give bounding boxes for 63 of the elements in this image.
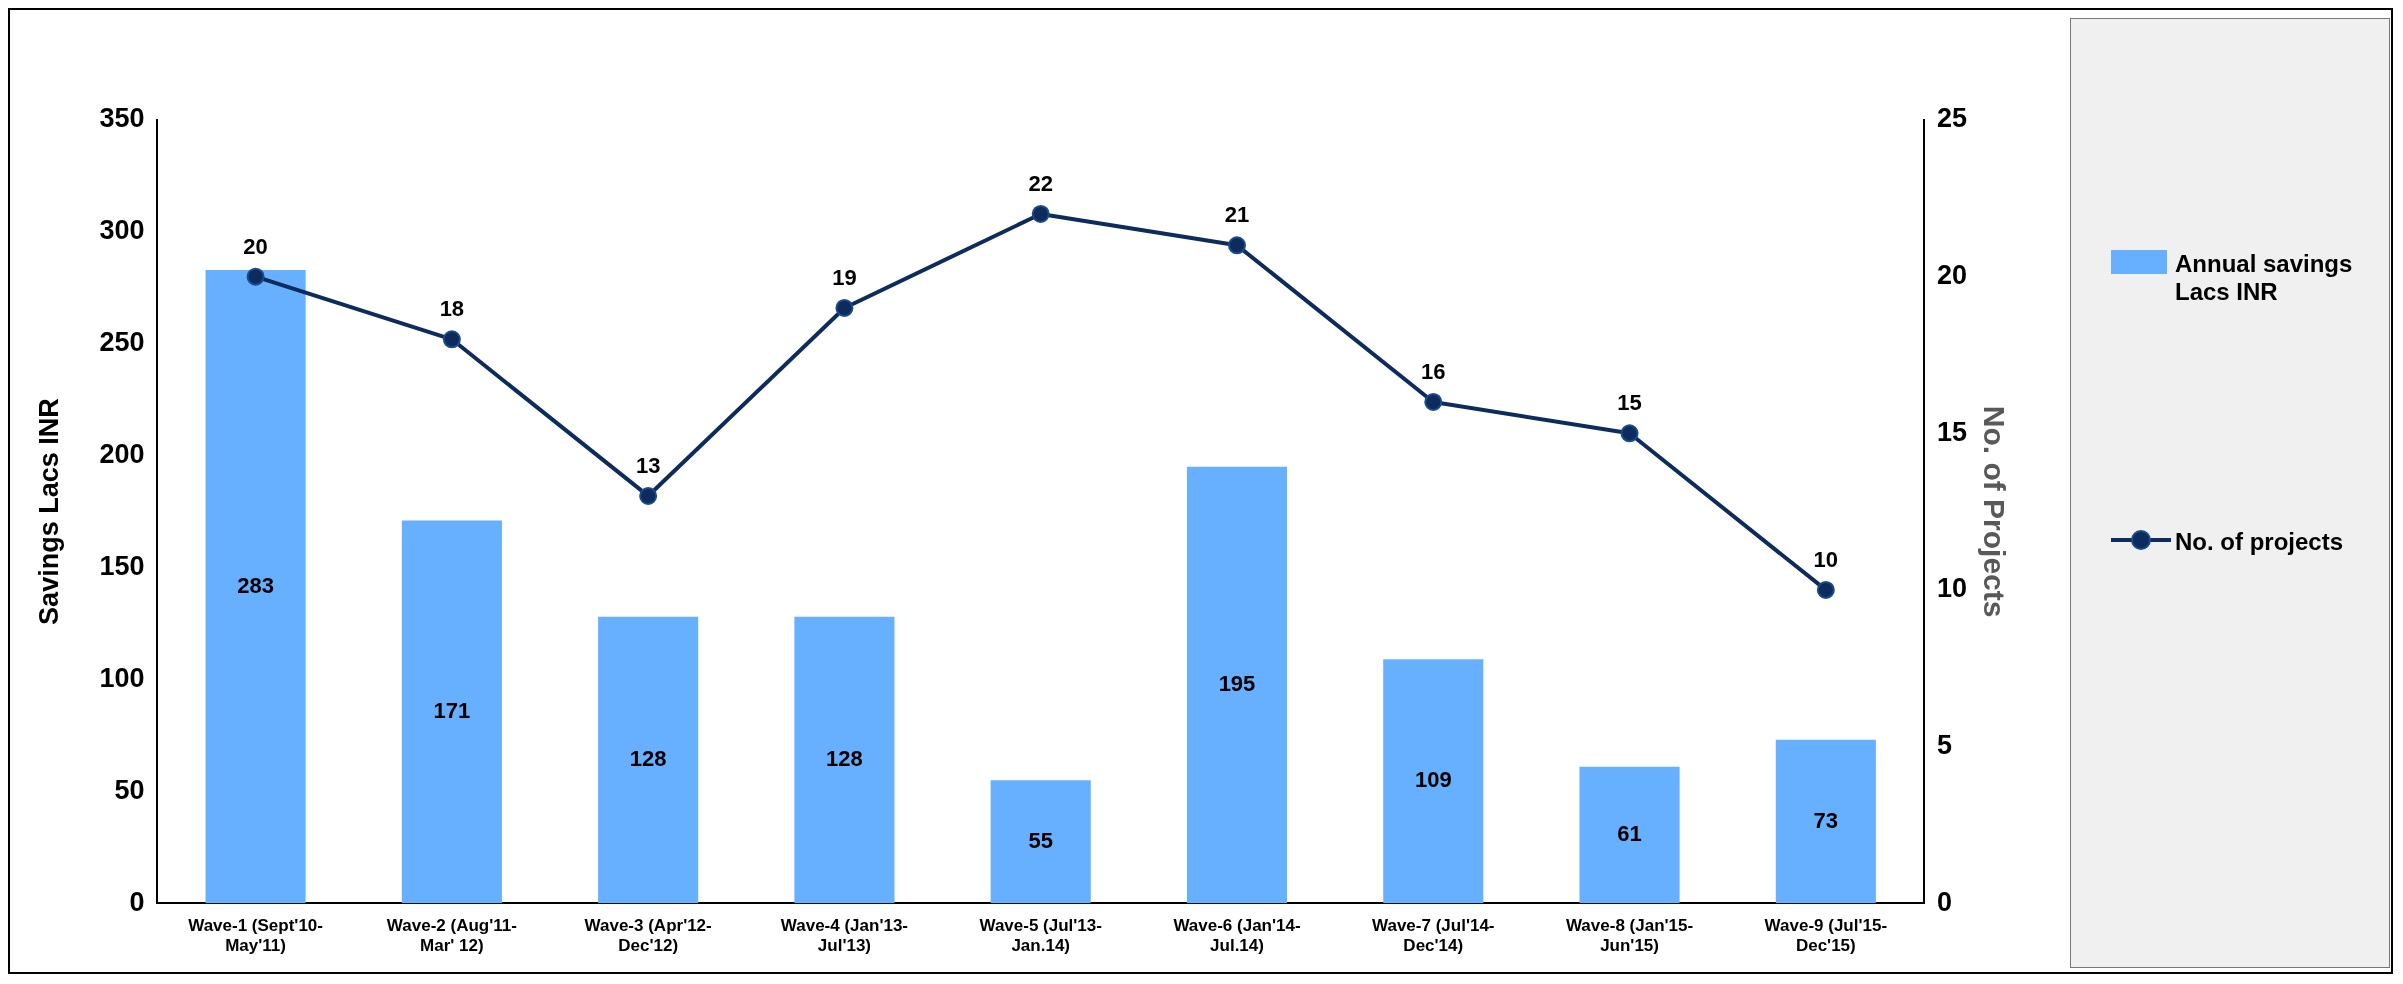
x-tick-label: Wave-3 (Apr'12-Dec'12) (584, 916, 712, 956)
legend-label: No. of projects (2175, 528, 2344, 556)
x-tick-label: Wave-1 (Sept'10-May'11) (188, 916, 323, 956)
y-tick-label: 150 (99, 551, 145, 581)
y-axis-title: Savings Lacs INR (33, 398, 64, 625)
y2-axis-title: No. of Projects (1977, 405, 2011, 618)
x-tick-label: Wave-8 (Jan'15-Jun'15) (1565, 916, 1694, 956)
point (442, 330, 461, 349)
data-label: 73 (1813, 807, 1839, 833)
data-label: 283 (237, 572, 274, 598)
y-tick-label: 200 (99, 439, 145, 470)
data-label: 13 (635, 453, 661, 478)
x-tick-label: Wave-9 (Jul'15-Dec'15) (1764, 916, 1888, 956)
legend-label: Annual savings Lacs INR (2175, 250, 2354, 306)
y-tick-label: 50 (114, 774, 145, 805)
point (835, 298, 854, 317)
bar (598, 616, 699, 904)
x-tick-label: Wave-7 (Jul'14-Dec'14) (1372, 916, 1495, 956)
y-tick-label: 250 (99, 327, 145, 358)
data-label: 21 (1224, 202, 1250, 228)
y-tick-label: 350 (99, 103, 145, 134)
point (1031, 204, 1050, 223)
y2-tick-label: 10 (1936, 573, 1968, 604)
point (1816, 580, 1835, 599)
data-label: 10 (1813, 546, 1839, 572)
y2-tick-label: 5 (1936, 730, 1952, 761)
x-tick-label: Wave-5 (Jul'13-Jan.14) (979, 916, 1102, 956)
y-tick-label: 0 (129, 886, 145, 917)
data-label: 22 (1028, 171, 1053, 197)
y2-tick-label: 20 (1936, 260, 1968, 291)
data-label: 109 (1414, 767, 1452, 793)
y2-tick-label: 25 (1936, 103, 1968, 134)
x-tick-label: Wave-2 (Aug'11-Mar' 12) (386, 916, 517, 956)
point (1227, 236, 1246, 255)
data-label: 195 (1218, 671, 1256, 697)
data-label: 61 (1617, 821, 1642, 847)
data-label: 55 (1028, 827, 1053, 853)
data-label: 18 (439, 296, 465, 322)
x-tick-label: Wave-6 (Jan'14-Jul.14) (1173, 916, 1301, 956)
point (639, 486, 658, 505)
bar (1186, 466, 1288, 904)
y2-tick-label: 15 (1936, 416, 1968, 447)
bar (990, 780, 1091, 904)
bar (1579, 766, 1680, 904)
x-tick-label: Wave-4 (Jan'13-Jul'13) (780, 916, 909, 956)
point (246, 267, 265, 286)
bar (205, 269, 306, 904)
data-label: 128 (629, 746, 667, 772)
data-label: 20 (243, 233, 268, 259)
y-tick-label: 300 (99, 215, 145, 246)
y2-tick-label: 0 (1936, 886, 1952, 917)
bar (1775, 739, 1876, 904)
bar (401, 520, 502, 904)
bar (794, 616, 895, 904)
data-label: 171 (433, 697, 471, 723)
point (1620, 424, 1639, 443)
data-label: 128 (826, 746, 863, 772)
y-tick-label: 100 (99, 662, 145, 693)
data-label: 19 (832, 265, 857, 291)
point (1424, 392, 1443, 411)
data-label: 16 (1421, 359, 1446, 385)
data-label: 15 (1617, 390, 1642, 416)
bar (1383, 659, 1484, 904)
